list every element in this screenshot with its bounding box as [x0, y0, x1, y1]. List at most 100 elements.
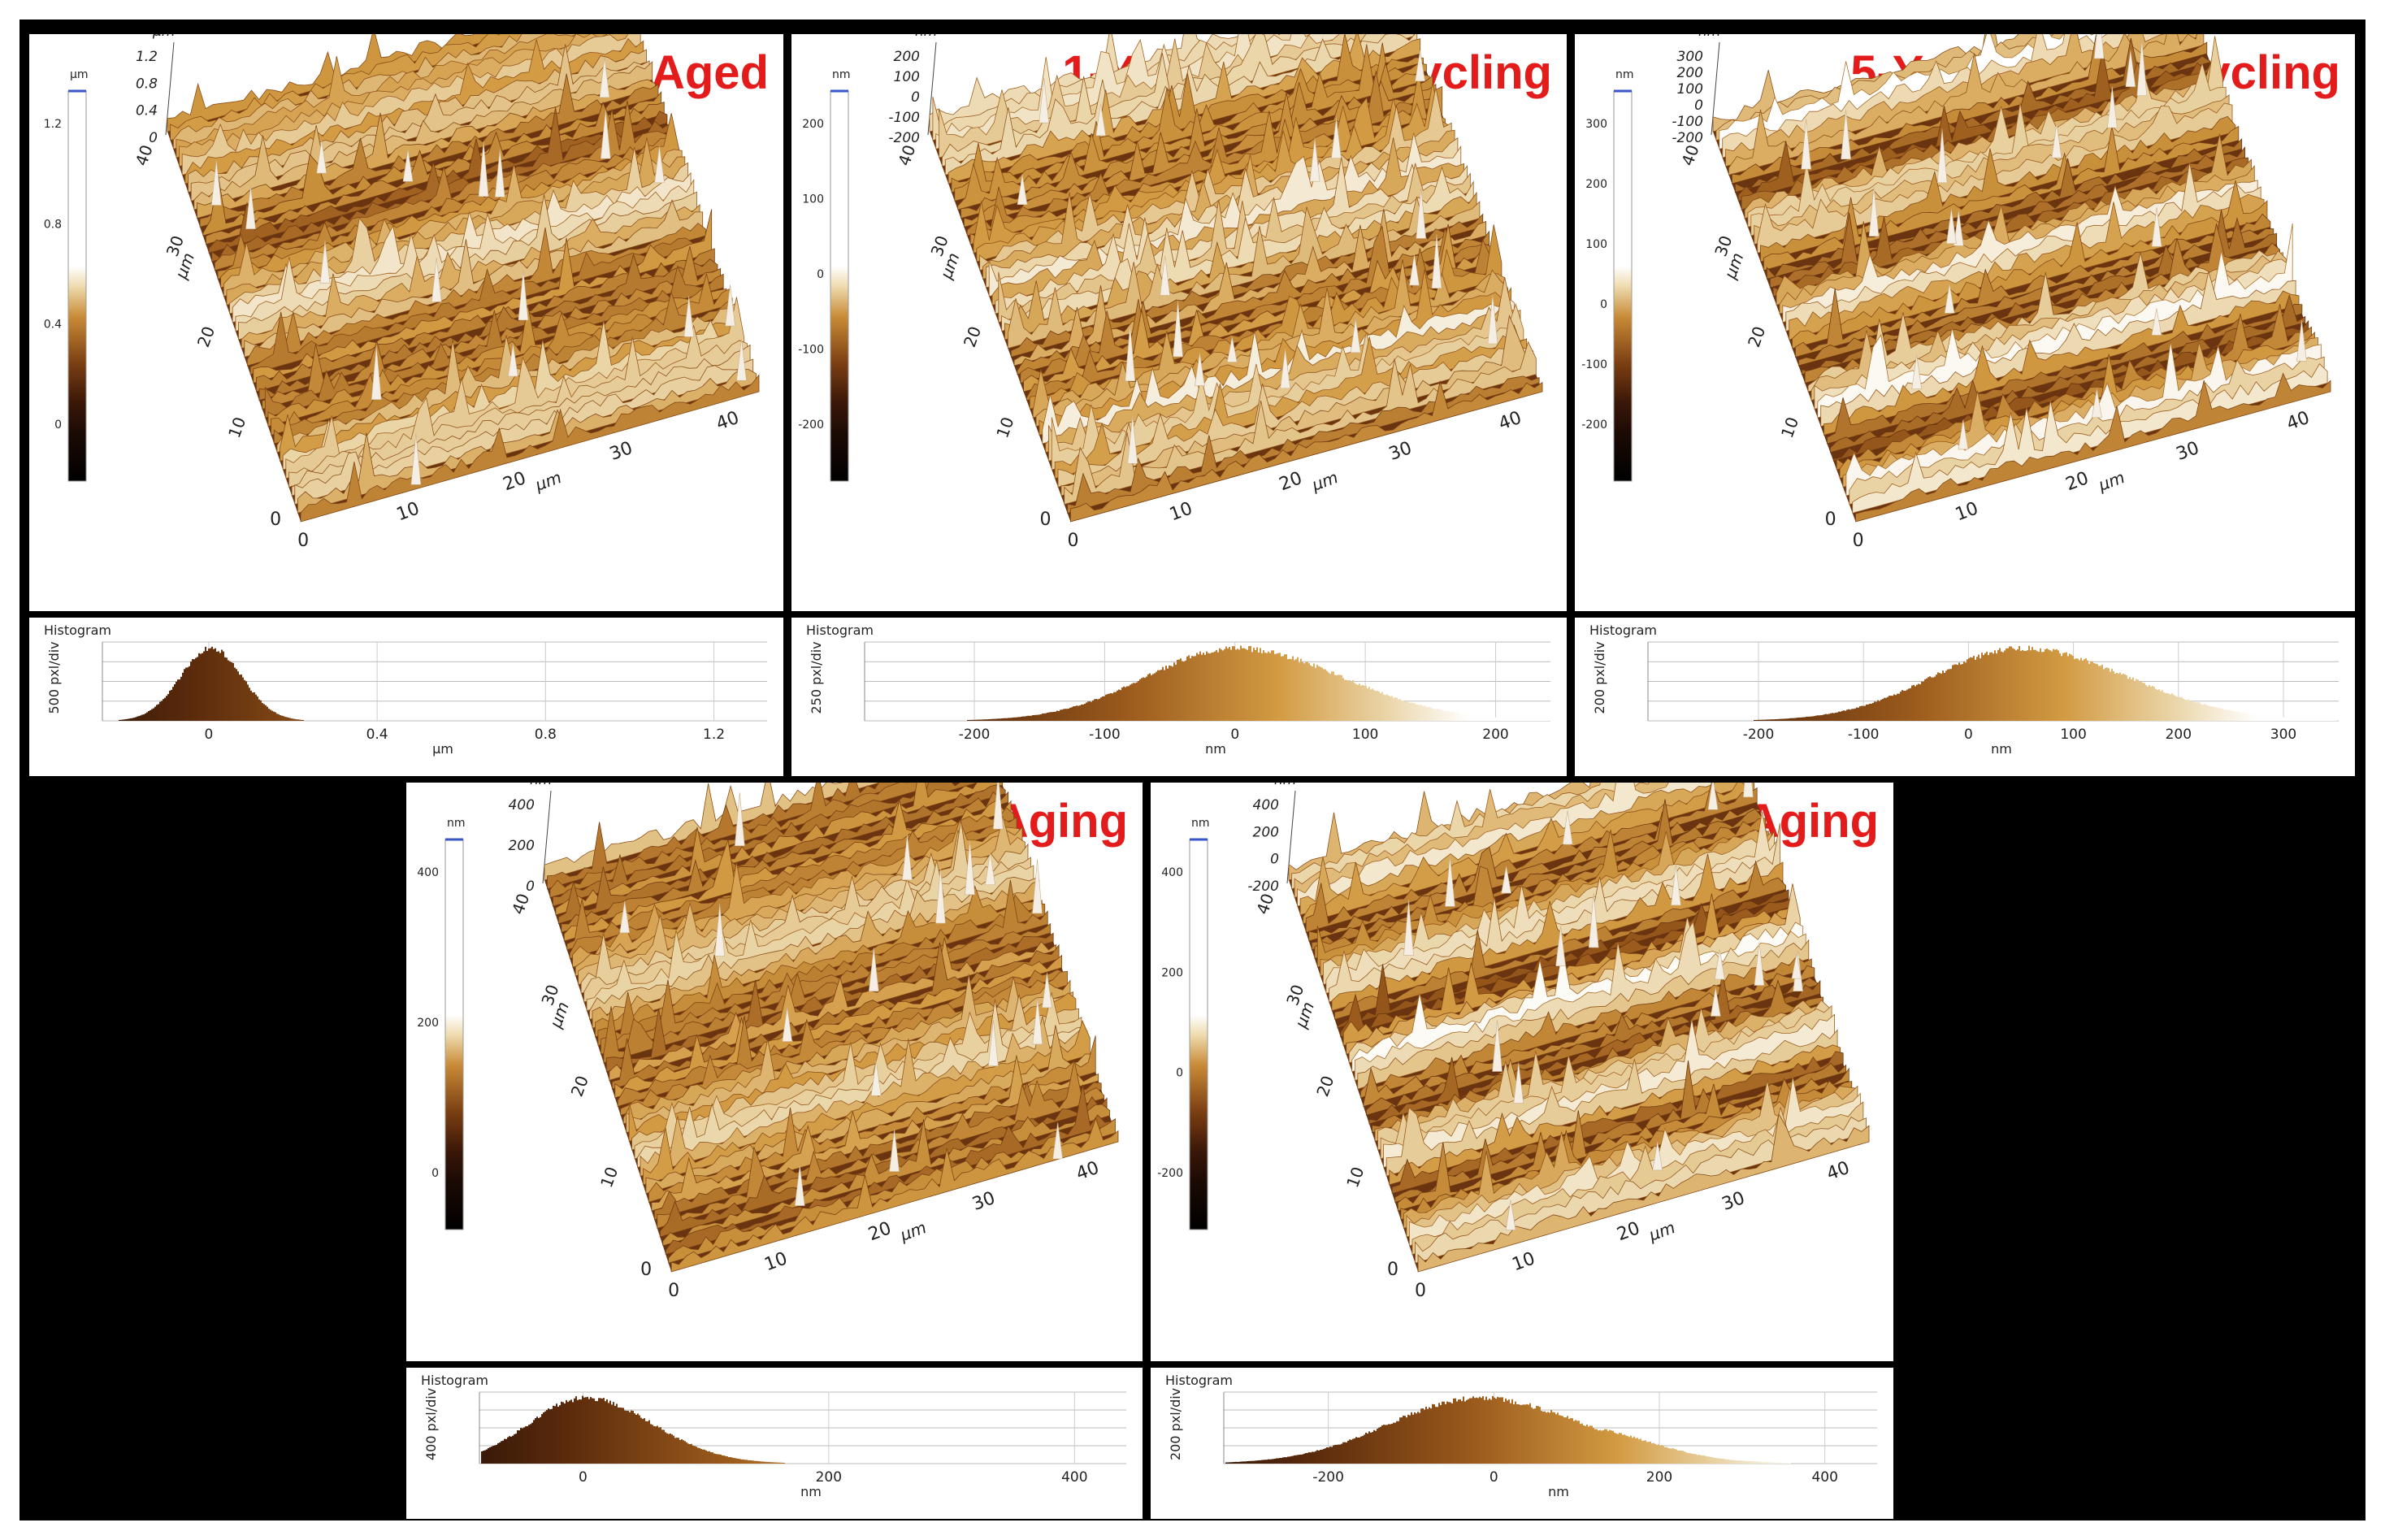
histogram-bar: [1991, 652, 1993, 721]
histogram-bar: [1399, 1417, 1401, 1464]
histogram-bar: [1146, 676, 1147, 721]
histogram-bar: [2166, 692, 2168, 721]
histogram-bar: [1445, 1403, 1446, 1464]
histogram-bar: [509, 1436, 510, 1464]
histogram-bar: [1032, 714, 1034, 721]
y-axis-tick-label: 20: [193, 323, 219, 349]
histogram-bar: [1450, 1402, 1451, 1464]
histogram-bar: [1637, 1438, 1638, 1464]
histogram-bar: [1154, 673, 1156, 721]
histogram-bar: [1424, 1409, 1425, 1464]
histogram-bar: [1034, 714, 1035, 721]
histogram-x-tick-label: 0.4: [366, 727, 388, 743]
histogram-bar: [2095, 663, 2097, 721]
histogram-bar: [501, 1441, 502, 1464]
histogram-bar: [1463, 713, 1464, 721]
histogram-bar: [210, 648, 211, 721]
histogram-bar: [2319, 719, 2321, 721]
histogram-bar: [1039, 714, 1040, 721]
z-axis-tick-label: 100: [894, 69, 920, 85]
histogram-bar: [1307, 1452, 1308, 1464]
histogram-bar: [2301, 718, 2303, 721]
histogram-bar: [184, 669, 185, 721]
surface-peak: [683, 296, 695, 337]
histogram-bar: [1290, 659, 1292, 721]
histogram-bar: [1247, 1460, 1248, 1464]
histogram-bar: [1758, 719, 1760, 721]
histogram-bar: [1503, 718, 1505, 721]
histogram-bar: [1656, 1444, 1658, 1464]
histogram-bar: [1120, 690, 1121, 721]
histogram-bar: [1372, 688, 1373, 721]
histogram-bar: [2311, 718, 2313, 721]
histogram-bar: [562, 1402, 564, 1464]
histogram-bar: [1453, 1398, 1455, 1464]
histogram-bar: [161, 701, 163, 721]
histogram-bar: [1872, 702, 1874, 721]
colorbar-tick-label: 0: [817, 268, 824, 281]
surface-peak: [1944, 284, 1955, 314]
histogram-bar: [1812, 716, 1814, 721]
histogram-bar: [1136, 682, 1138, 721]
histogram-bar: [1983, 655, 1984, 721]
histogram-bar: [2269, 716, 2270, 721]
histogram-bar: [1368, 687, 1370, 721]
histogram-bar: [2264, 715, 2266, 721]
histogram-bar: [569, 1400, 570, 1464]
histogram-bar: [1107, 694, 1108, 721]
histogram-bar: [1749, 1460, 1750, 1464]
surface-ridge: [580, 820, 1029, 994]
colorbar-tick-label: -200: [1581, 419, 1607, 432]
histogram-bar: [1489, 717, 1490, 721]
surface-peak: [1017, 174, 1028, 206]
histogram-bar: [1091, 701, 1092, 721]
histogram-bar: [206, 650, 208, 721]
histogram-bar: [2217, 707, 2218, 721]
histogram-bar: [1370, 689, 1372, 721]
surface-peak: [599, 57, 610, 98]
histogram-bar: [1170, 666, 1172, 721]
histogram-bar: [130, 718, 132, 721]
histogram-bar: [2300, 718, 2301, 721]
histogram-bar: [1968, 657, 1970, 721]
histogram-bar: [1339, 1444, 1341, 1464]
histogram-bar: [1993, 653, 1994, 721]
histogram-bar: [1835, 712, 1836, 721]
histogram-bar: [1299, 1454, 1300, 1464]
histogram-bar: [1575, 1420, 1576, 1464]
histogram-bar: [1996, 653, 1997, 721]
histogram-bar: [1489, 1398, 1490, 1464]
histogram-bar: [2017, 649, 2019, 721]
histogram-x-unit: nm: [1205, 741, 1226, 757]
histogram-bar: [2132, 677, 2134, 721]
histogram-bar: [1351, 682, 1352, 721]
histogram-bar: [1162, 666, 1164, 721]
histogram-bar: [1554, 1412, 1555, 1464]
histogram-bar: [1734, 1460, 1736, 1464]
histogram-bar: [1628, 1437, 1630, 1464]
histogram-bar: [1273, 1459, 1274, 1464]
histogram-bar: [1310, 1452, 1312, 1464]
histogram-bar: [1292, 1455, 1294, 1464]
histogram-bar: [1736, 1460, 1737, 1464]
histogram-bar: [1765, 1462, 1767, 1464]
histogram-bar: [1261, 653, 1263, 721]
z-axis-tick-label: 0: [149, 130, 158, 146]
histogram-bar: [1622, 1434, 1624, 1464]
histogram-bar: [967, 719, 969, 721]
histogram-bar: [1021, 716, 1022, 721]
histogram-bar: [1695, 1454, 1697, 1464]
histogram-bar: [1550, 1410, 1552, 1464]
histogram-bar: [2230, 709, 2231, 721]
histogram-bar: [128, 718, 130, 721]
histogram-bar: [267, 706, 268, 721]
histogram-bar: [176, 681, 177, 721]
histogram-bar: [533, 1420, 535, 1464]
histogram-bar: [1416, 704, 1417, 721]
histogram-bar: [1182, 661, 1183, 721]
histogram-bar: [1534, 719, 1536, 721]
histogram-bar: [666, 1433, 668, 1464]
histogram-bar: [2082, 660, 2084, 721]
histogram-bar: [1435, 1407, 1437, 1464]
histogram-bar: [1476, 1397, 1477, 1464]
